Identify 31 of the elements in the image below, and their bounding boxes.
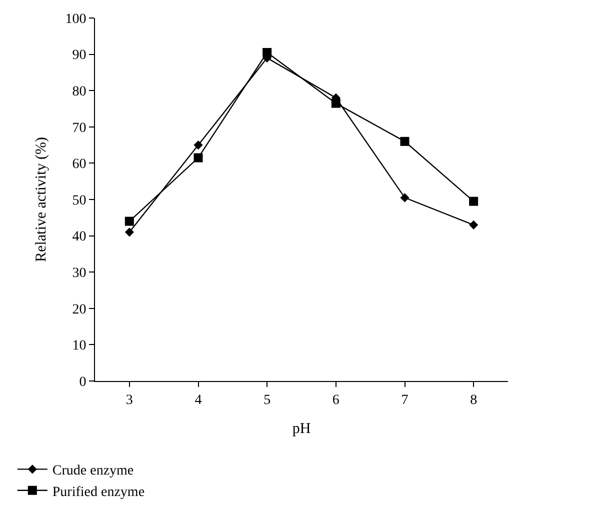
y-tick-label: 70 (72, 120, 86, 136)
x-tick-label: 3 (126, 392, 133, 408)
point (331, 98, 340, 108)
y-tick-label: 50 (72, 193, 86, 208)
x-tick-label: 4 (194, 392, 202, 408)
y-tick-label: 0 (79, 374, 86, 390)
point (124, 216, 134, 226)
point (469, 196, 478, 206)
y-tick-label: 100 (65, 12, 86, 27)
point (194, 153, 203, 162)
legend-label: Crude enzyme (52, 464, 134, 479)
y-tick-label: 10 (72, 338, 86, 354)
x-tick-label: 8 (470, 392, 478, 408)
y-tick-label: 20 (72, 302, 86, 318)
y-tick-label: 90 (72, 48, 86, 64)
x-tick-label: 6 (332, 392, 340, 408)
point (262, 48, 272, 57)
point (400, 193, 410, 202)
y-tick-label: 40 (72, 230, 86, 245)
y-tick-label: 80 (72, 84, 86, 100)
point (400, 136, 410, 146)
y-axis-title: Relative activity (%) (33, 137, 50, 262)
x-tick-label: 7 (401, 392, 408, 408)
point (469, 220, 478, 230)
x-axis-title: pH (292, 420, 311, 437)
legend-label: Purified enzyme (52, 484, 145, 500)
point (194, 140, 203, 150)
y-tick-label: 60 (72, 157, 86, 172)
point (124, 228, 134, 237)
x-tick-label: 5 (264, 392, 271, 408)
y-tick-label: 30 (72, 266, 86, 281)
